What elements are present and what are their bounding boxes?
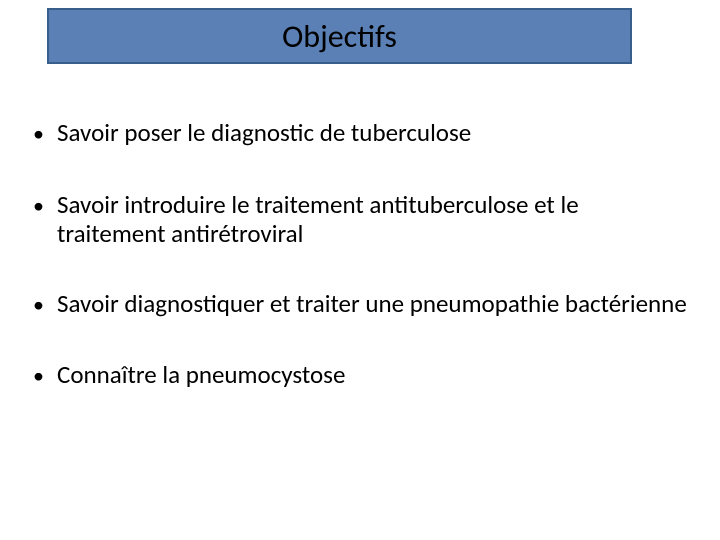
bullet-icon: • [33, 190, 57, 219]
list-item: • Savoir diagnostiquer et traiter une pn… [33, 289, 687, 319]
bullet-text: Savoir introduire le traitement antitube… [57, 190, 687, 249]
bullet-icon: • [33, 289, 57, 318]
title-bar: Objectifs [47, 8, 632, 64]
list-item: • Savoir introduire le traitement antitu… [33, 190, 687, 249]
slide-title: Objectifs [282, 17, 397, 56]
bullet-text: Connaître la pneumocystose [57, 360, 687, 390]
list-item: • Connaître la pneumocystose [33, 360, 687, 390]
bullet-list: • Savoir poser le diagnostic de tubercul… [33, 118, 687, 390]
bullet-icon: • [33, 360, 57, 389]
bullet-text: Savoir diagnostiquer et traiter une pneu… [57, 289, 687, 319]
bullet-icon: • [33, 118, 57, 147]
bullet-text: Savoir poser le diagnostic de tuberculos… [57, 118, 687, 148]
list-item: • Savoir poser le diagnostic de tubercul… [33, 118, 687, 148]
